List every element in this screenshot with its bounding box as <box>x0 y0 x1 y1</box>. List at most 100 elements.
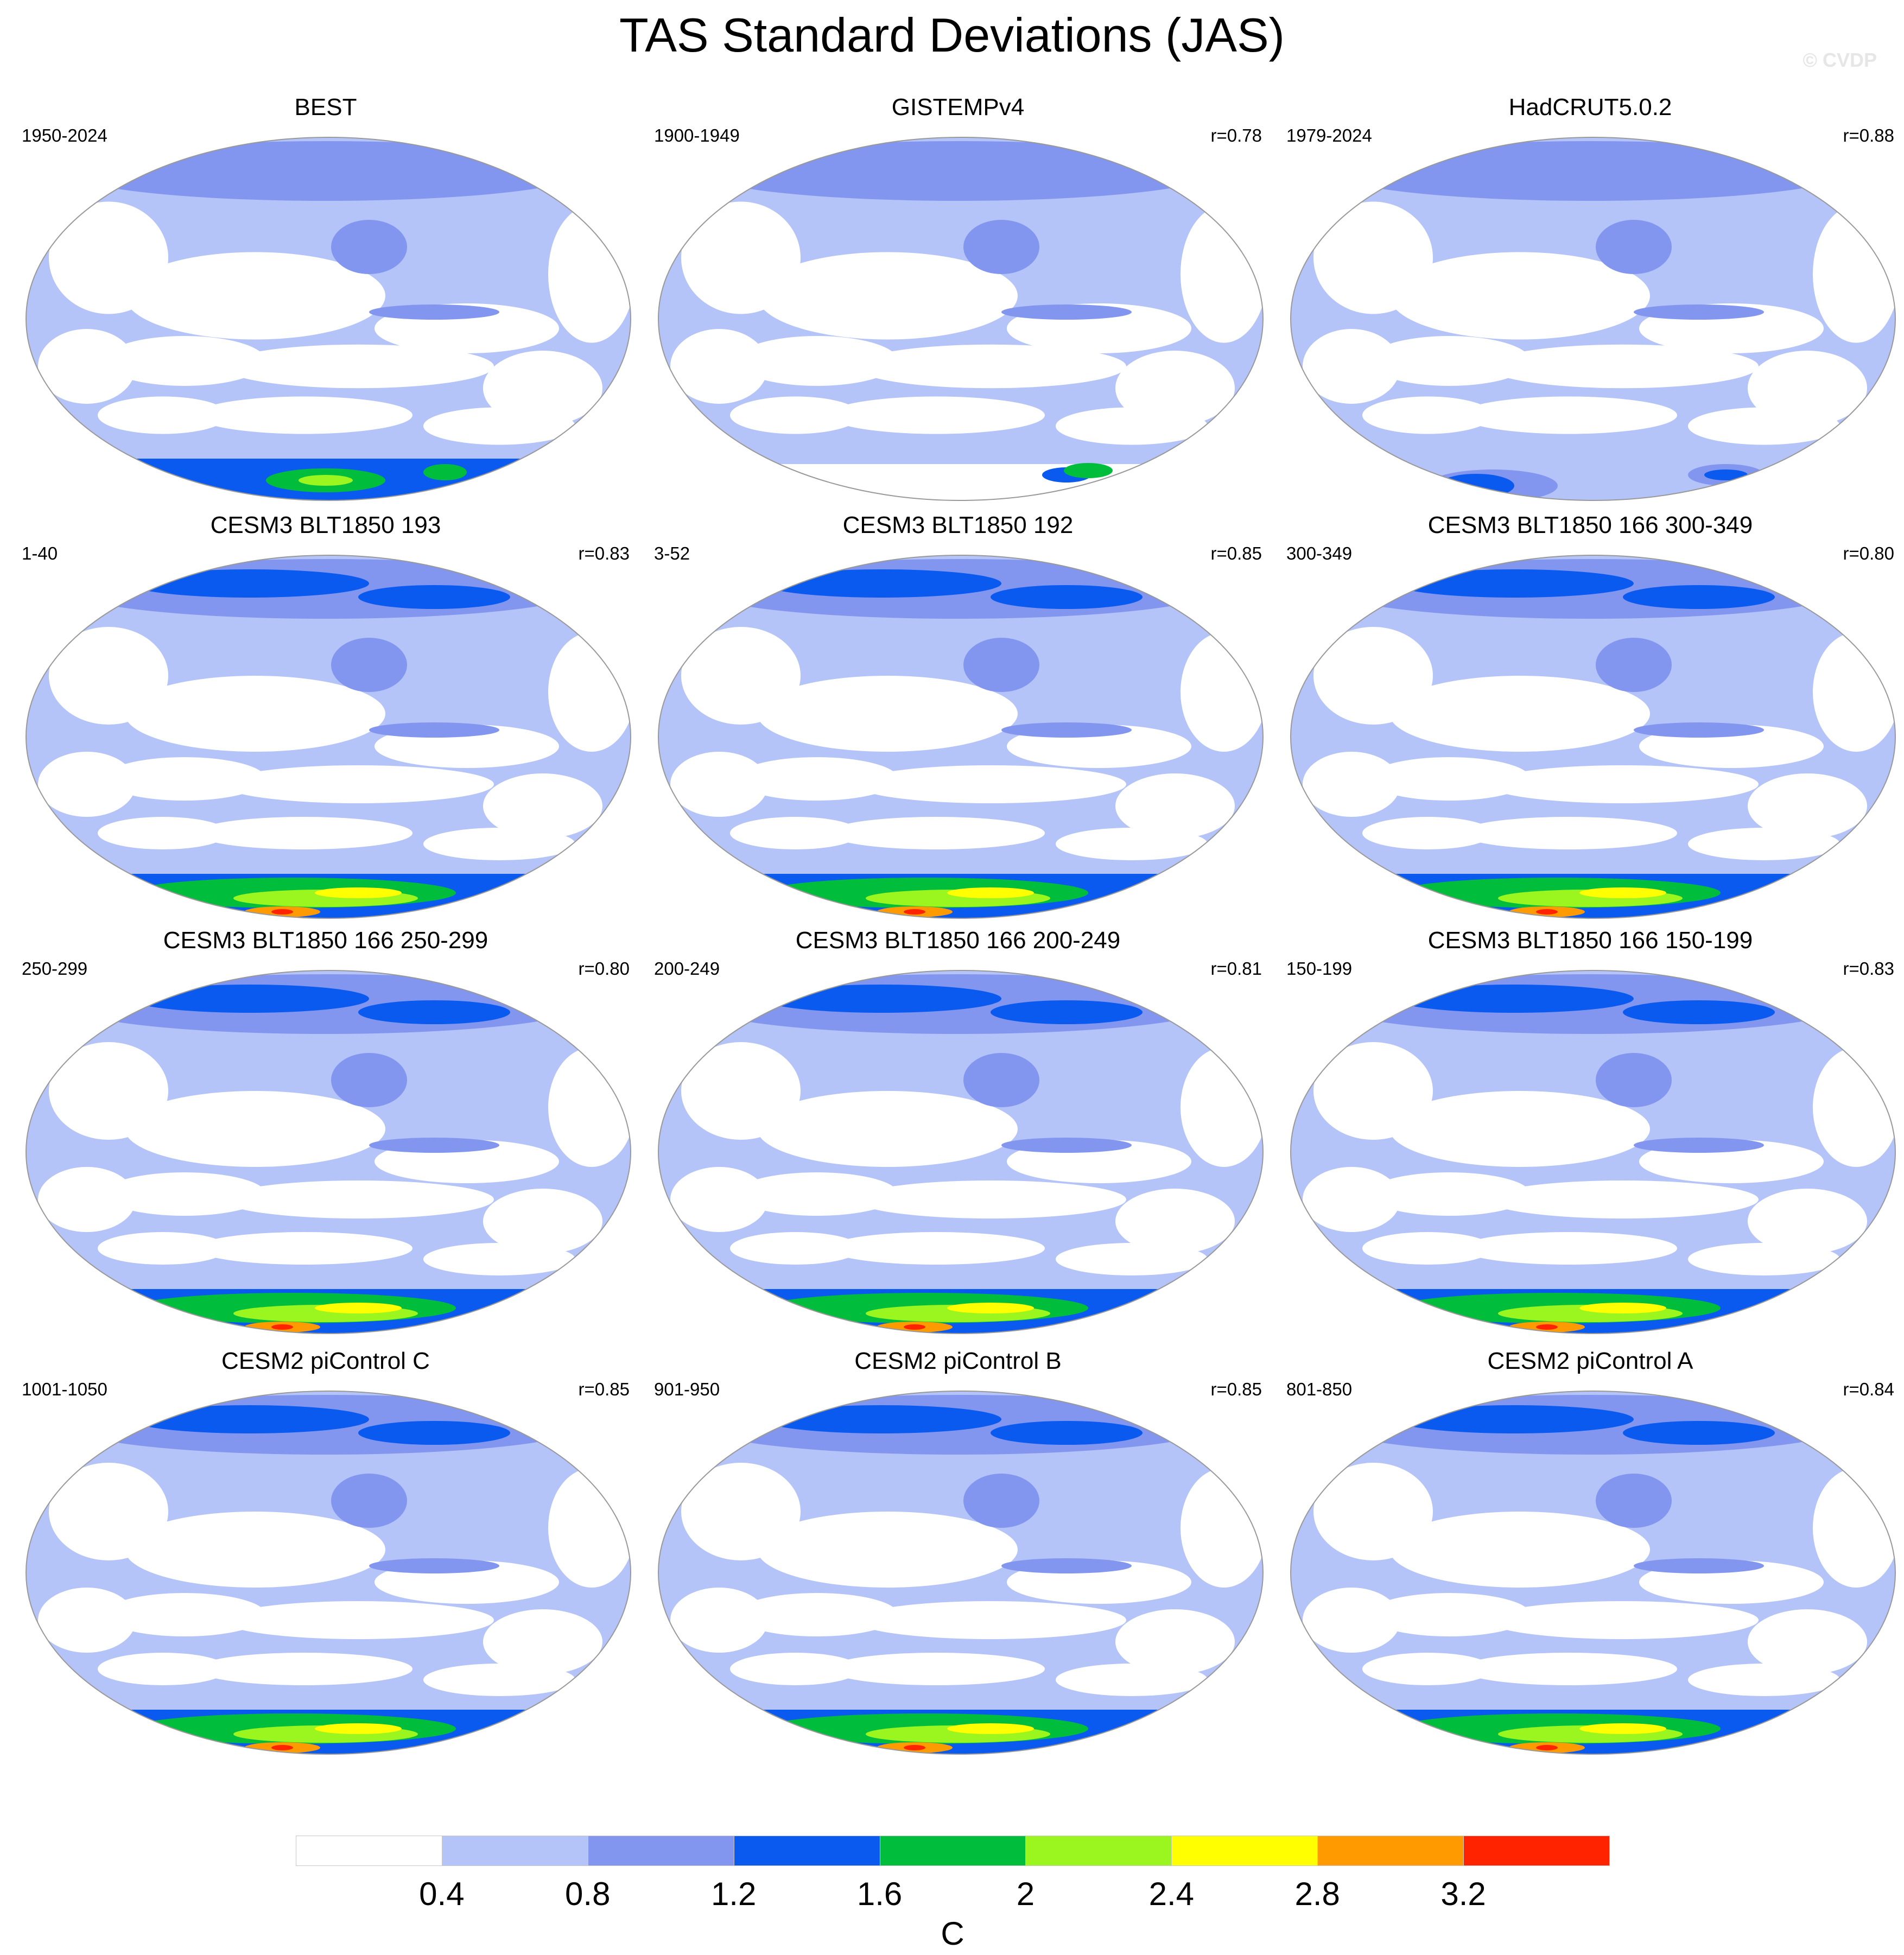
low-variance-region <box>855 1180 1126 1218</box>
map-panel: BEST 1950-2024 <box>11 92 640 505</box>
low-variance-region <box>423 407 575 445</box>
antarctic-variance-maximum <box>947 1723 1034 1734</box>
low-variance-region <box>730 396 860 434</box>
low-variance-region <box>855 344 1126 389</box>
world-map <box>658 970 1264 1334</box>
colorbar <box>296 1836 1610 1867</box>
arctic-variance-maximum <box>1623 1421 1775 1445</box>
low-variance-region <box>828 1653 1045 1685</box>
low-variance-region <box>1362 1653 1493 1685</box>
colorbar-units: C <box>941 1915 964 1952</box>
colorbar-segment <box>441 1836 588 1866</box>
panel-pattern-correlation: r=0.85 <box>1210 543 1262 563</box>
low-variance-region <box>1181 632 1263 752</box>
low-variance-region <box>103 757 266 801</box>
low-variance-region <box>730 1653 860 1685</box>
globe-outline <box>26 137 631 501</box>
low-variance-region <box>1115 351 1235 426</box>
low-variance-region <box>1313 201 1433 314</box>
antarctic-variance-maximum <box>1579 1303 1666 1313</box>
arctic-variance-maximum <box>358 585 510 609</box>
equatorial-pacific-variance-region <box>369 304 499 320</box>
arctic-variance-maximum <box>1395 569 1634 598</box>
panel-pattern-correlation: r=0.84 <box>1843 1379 1895 1399</box>
low-variance-region <box>223 765 494 803</box>
colorbar-segment <box>1171 1836 1318 1866</box>
cvdp-watermark: © CVDP <box>1803 49 1877 71</box>
panel-pattern-correlation: r=0.85 <box>1210 1379 1262 1399</box>
colorbar-tick-label: 0.8 <box>565 1876 611 1912</box>
colorbar-tick-label: 2.4 <box>1148 1876 1195 1912</box>
antarctic-variance-maximum <box>947 1303 1034 1313</box>
globe-outline <box>1290 970 1896 1334</box>
equatorial-pacific-variance-region <box>1634 1558 1764 1573</box>
panel-title: CESM3 BLT1850 166 200-249 <box>795 927 1121 954</box>
panel-title: CESM3 BLT1850 166 250-299 <box>163 927 488 954</box>
low-variance-region <box>1313 627 1433 725</box>
panel-period: 3-52 <box>654 543 690 563</box>
low-variance-region <box>681 1042 801 1140</box>
panel-period: 901-950 <box>654 1379 720 1399</box>
low-variance-region <box>757 1512 1018 1588</box>
low-variance-region <box>483 1609 602 1674</box>
antarctic-variance-maximum <box>1579 887 1666 898</box>
equatorial-pacific-variance-region <box>369 722 499 738</box>
colorbar-tick-label: 1.2 <box>710 1876 757 1912</box>
low-variance-region <box>855 765 1126 803</box>
antarctic-variance-maximum <box>271 1745 293 1750</box>
low-variance-region <box>195 396 412 434</box>
low-variance-region <box>548 205 631 343</box>
low-variance-region <box>1368 1593 1531 1636</box>
antarctic-variance-maximum <box>1438 474 1514 498</box>
equatorial-pacific-variance-region <box>1634 722 1764 738</box>
map-panel: CESM3 BLT1850 192 3-52 r=0.85 <box>643 510 1273 923</box>
map-panel: CESM2 piControl A 801-850 r=0.84 <box>1275 1346 1904 1759</box>
panel-period: 300-349 <box>1286 543 1353 563</box>
panel-title: CESM3 BLT1850 193 <box>210 512 441 538</box>
low-variance-region <box>1813 1468 1895 1588</box>
low-variance-region <box>1748 1189 1867 1254</box>
equatorial-pacific-variance-region <box>369 1138 499 1153</box>
antarctic-variance-maximum <box>271 1324 293 1330</box>
low-variance-region <box>49 1042 168 1140</box>
low-variance-region <box>1303 752 1400 817</box>
map-panel: CESM3 BLT1850 166 150-199 150-199 r=0.83 <box>1275 925 1904 1338</box>
low-variance-region <box>103 1172 266 1216</box>
low-variance-region <box>670 752 768 817</box>
low-variance-region <box>1313 1042 1433 1140</box>
arctic-variance-maximum <box>991 585 1143 609</box>
panel-period: 1950-2024 <box>22 125 107 145</box>
panel-period: 250-299 <box>22 959 88 979</box>
equatorial-pacific-variance-region <box>1001 1558 1132 1573</box>
colorbar-tick-label: 3.2 <box>1440 1876 1486 1912</box>
panel-title: CESM2 piControl C <box>221 1348 430 1374</box>
low-variance-region <box>1813 1048 1895 1167</box>
panel-pattern-correlation: r=0.81 <box>1210 959 1262 979</box>
low-variance-region <box>38 1588 136 1653</box>
panel-title: GISTEMPv4 <box>891 94 1025 120</box>
north-pacific-variance-region <box>963 1474 1039 1528</box>
low-variance-region <box>423 828 575 860</box>
low-variance-region <box>1813 632 1895 752</box>
map-panel: GISTEMPv4 1900-1949 r=0.78 <box>643 92 1273 505</box>
low-variance-region <box>548 1468 631 1588</box>
low-variance-region <box>125 676 385 752</box>
equatorial-pacific-variance-region <box>1634 304 1764 320</box>
low-variance-region <box>1487 765 1759 803</box>
low-variance-region <box>483 773 602 839</box>
north-pacific-variance-region <box>331 638 407 692</box>
colorbar-tick-label: 0.4 <box>419 1876 465 1912</box>
low-variance-region <box>1688 407 1840 445</box>
colorbar-tick-label: 1.6 <box>856 1876 903 1912</box>
panel-pattern-correlation: r=0.83 <box>578 543 630 563</box>
arctic-variance-maximum <box>130 985 369 1013</box>
antarctic-variance-maximum <box>947 887 1034 898</box>
panel-title: CESM3 BLT1850 166 150-199 <box>1427 927 1753 954</box>
low-variance-region <box>1688 1243 1840 1275</box>
colorbar-segment <box>1463 1836 1610 1866</box>
low-variance-region <box>828 396 1045 434</box>
low-variance-region <box>38 1167 136 1232</box>
map-panel: CESM3 BLT1850 166 200-249 200-249 r=0.81 <box>643 925 1273 1338</box>
arctic-variance-maximum <box>1395 985 1634 1013</box>
low-variance-region <box>1389 252 1650 340</box>
